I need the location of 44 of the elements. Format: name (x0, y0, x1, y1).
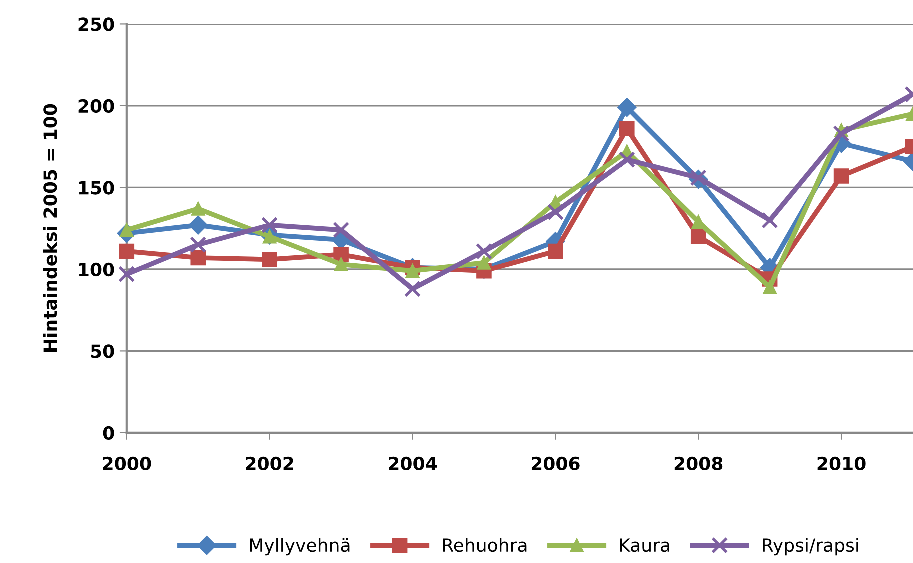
point (548, 244, 564, 260)
y-tick-label: 100 (79, 262, 114, 277)
point (618, 98, 637, 118)
point (404, 280, 422, 298)
point (618, 152, 636, 168)
point (477, 256, 492, 270)
point (190, 250, 206, 266)
y-axis-title: Hintaindeksi 2005 = 100 (43, 104, 58, 352)
y-tick-label: 200 (78, 99, 114, 114)
point (262, 216, 278, 234)
y-tick-label: 0 (103, 426, 114, 440)
point (834, 168, 850, 184)
point (334, 258, 348, 272)
y-tick-label: 50 (91, 344, 114, 358)
point (332, 222, 350, 239)
x-tick-label: 2006 (532, 456, 580, 471)
point (690, 170, 707, 186)
x-tick-label: 2008 (674, 456, 723, 471)
point (118, 266, 136, 283)
point (406, 264, 420, 278)
y-tick-label: 250 (78, 18, 114, 32)
y-tick-label: 150 (79, 181, 114, 195)
point (334, 247, 349, 262)
point (547, 204, 564, 221)
point (188, 216, 208, 235)
point (191, 202, 206, 216)
x-tick-label: 2002 (246, 456, 294, 471)
legend-label: Myllyvehnä (250, 538, 350, 556)
point (763, 280, 778, 294)
point (690, 229, 706, 244)
point (476, 243, 493, 260)
point (190, 236, 207, 254)
point (833, 125, 850, 142)
point (119, 244, 135, 260)
x-tick-label: 2000 (103, 456, 152, 471)
legend-label: Kaura (620, 538, 670, 552)
point (620, 121, 635, 136)
x-tick-label: 2004 (389, 456, 438, 471)
point (262, 230, 277, 244)
x-tick-label: 2010 (818, 456, 866, 471)
point (262, 252, 278, 268)
point (762, 212, 778, 229)
legend-label: Rypsi/rapsi (763, 538, 858, 556)
legend-label: Rehuohra (443, 538, 527, 552)
